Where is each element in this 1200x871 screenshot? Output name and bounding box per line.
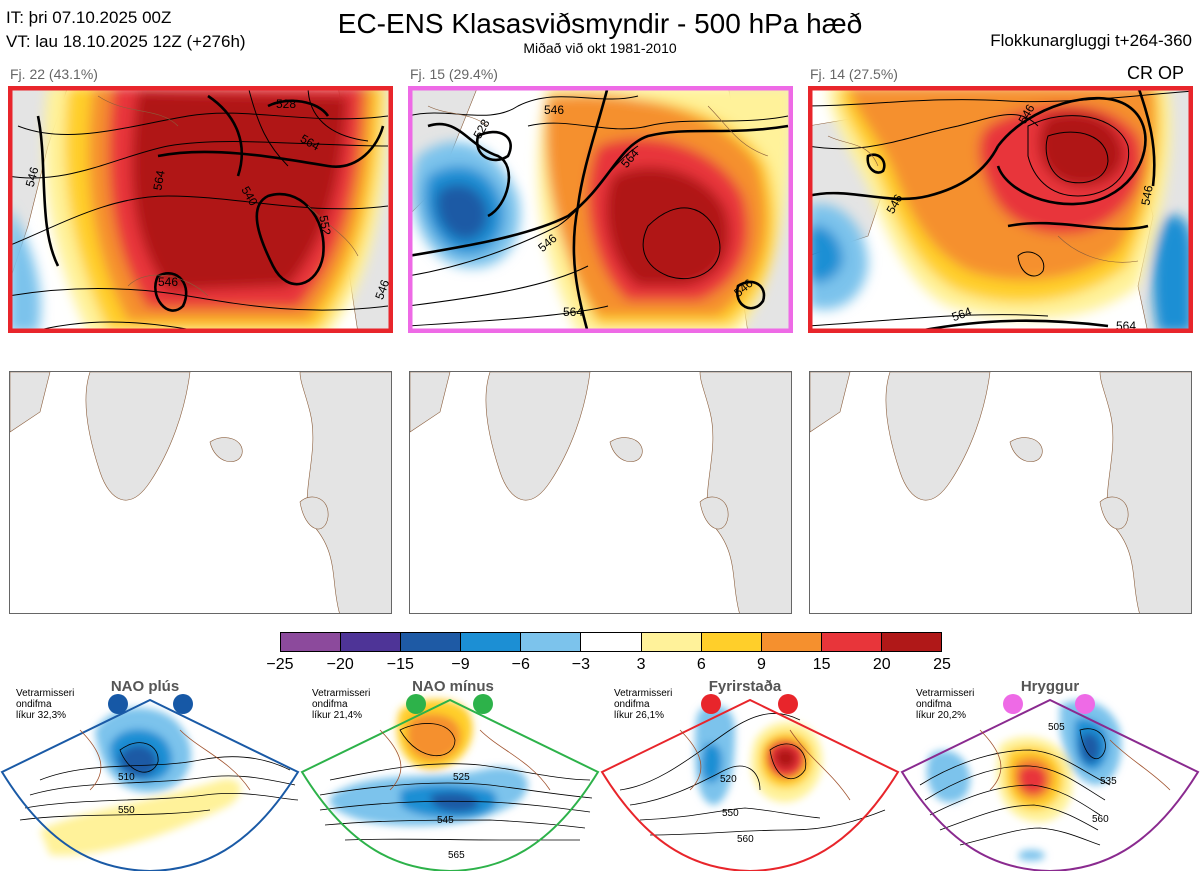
regime-4-fan: 505 535 560: [900, 698, 1200, 871]
contour-label: 560: [737, 834, 754, 845]
regime-3-note: Vetrarmisseri ondifma líkur 26,1%: [614, 688, 673, 721]
regime-1-fan: 510 550: [0, 698, 300, 871]
cluster-2-label: Fj. 15 (29.4%): [410, 66, 498, 82]
regime-1-dot-right: [173, 694, 193, 714]
regime-2-fan: 525 545 565: [300, 698, 600, 871]
cr-op-badge: CR OP: [1126, 63, 1184, 83]
empty-map-3: [809, 371, 1192, 614]
empty-map-2: [409, 371, 792, 614]
contour-label: 560: [1092, 814, 1109, 825]
contour-label: 545: [437, 815, 454, 826]
contour-label: 564: [563, 305, 583, 319]
colorbar: [280, 632, 942, 652]
colorbar-tick-label: −3: [571, 656, 591, 673]
colorbar-swatch: [880, 633, 942, 651]
colorbar-tick-label: 20: [872, 656, 891, 673]
colorbar-swatch: [820, 633, 881, 651]
colorbar-tick-label: 9: [757, 656, 766, 673]
contour-label: 565: [448, 850, 465, 861]
contour-label: 535: [1100, 776, 1117, 787]
colorbar-swatch: [400, 633, 461, 651]
page-subtitle: Miðað við okt 1981-2010: [523, 40, 677, 56]
cluster-2-frame: [408, 86, 793, 333]
valid-time: VT: lau 18.10.2025 12Z (+276h): [6, 32, 246, 51]
contour-label: 525: [453, 772, 470, 783]
cluster-2-map: 528 546 564 546 564 546: [408, 86, 793, 333]
regime-3-dot-right: [778, 694, 798, 714]
colorbar-swatch: [281, 633, 341, 651]
contour-label: 550: [118, 805, 135, 816]
page-title: EC-ENS Klasasviðsmyndir - 500 hPa hæð: [337, 8, 863, 39]
contour-label: 546: [1138, 184, 1155, 206]
regime-3-title: Fyrirstaða: [708, 678, 782, 695]
contour-label: 510: [118, 772, 135, 783]
colorbar-tick-label: −6: [511, 656, 530, 673]
cluster-1-label: Fj. 22 (43.1%): [10, 66, 98, 82]
contour-label: 546: [372, 278, 392, 302]
header-info: IT: þri 07.10.2025 00Z VT: lau 18.10.202…: [6, 6, 246, 54]
colorbar-swatch: [700, 633, 761, 651]
classification-window: Flokkunargluggi t+264-360: [990, 31, 1192, 50]
regime-3-dot-left: [701, 694, 721, 714]
contour-label: 546: [544, 103, 564, 117]
regime-3-fan: 520 550 560: [600, 698, 900, 871]
cluster-3-label: Fj. 14 (27.5%): [810, 66, 898, 82]
regime-3-frame: [600, 698, 900, 871]
contour-label: 552: [316, 214, 333, 236]
colorbar-tick-label: 3: [636, 656, 646, 673]
regime-4-title: Hryggur: [1020, 678, 1080, 695]
contour-label: 528: [276, 97, 296, 111]
colorbar-swatch: [640, 633, 701, 651]
regime-2-dot-right: [473, 694, 493, 714]
initial-time: IT: þri 07.10.2025 00Z: [6, 8, 172, 27]
empty-map-1: [9, 371, 392, 614]
regime-2-note: Vetrarmisseri ondifma líkur 21,4%: [312, 688, 371, 721]
regime-fans: 510 550 525 545 565: [0, 698, 1200, 871]
colorbar-swatch: [580, 633, 641, 651]
cluster-1-frame: [8, 86, 393, 333]
regime-2-dot-left: [406, 694, 426, 714]
regime-1-note: Vetrarmisseri ondifma líkur 32,3%: [16, 688, 75, 721]
contour-label: 564: [150, 169, 167, 191]
regime-4-note: Vetrarmisseri ondifma líkur 20,2%: [916, 688, 975, 721]
colorbar-tick-label: 25: [933, 656, 951, 673]
colorbar-swatch: [340, 633, 401, 651]
colorbar-swatch: [460, 633, 521, 651]
regime-1-title: NAO plús: [110, 678, 180, 695]
colorbar-tick-label: −15: [386, 656, 414, 673]
regime-4-dot-left: [1003, 694, 1023, 714]
colorbar-tick-label: 15: [812, 656, 831, 673]
colorbar-swatch: [520, 633, 581, 651]
contour-label: 564: [950, 304, 974, 324]
cluster-1-map: 546 540 528 564 552 546 564 546: [8, 86, 393, 333]
regime-1-dot-left: [108, 694, 128, 714]
regime-2-title: NAO mínus: [412, 678, 494, 695]
cluster-3-frame: [808, 86, 1193, 333]
contour-label: 550: [722, 808, 739, 819]
regime-4-dot-right: [1075, 694, 1095, 714]
colorbar-tick-label: 6: [696, 656, 706, 673]
colorbar-tick-label: −20: [326, 656, 354, 673]
colorbar-tick-label: −9: [451, 656, 470, 673]
contour-label: 546: [158, 275, 178, 289]
colorbar-tick-label: −25: [266, 656, 294, 673]
colorbar-swatch: [760, 633, 821, 651]
contour-label: 546: [23, 165, 42, 188]
contour-label: 520: [720, 774, 737, 785]
cluster-3-map: 546 546 546 564 564: [808, 86, 1193, 333]
contour-label: 505: [1048, 722, 1065, 733]
